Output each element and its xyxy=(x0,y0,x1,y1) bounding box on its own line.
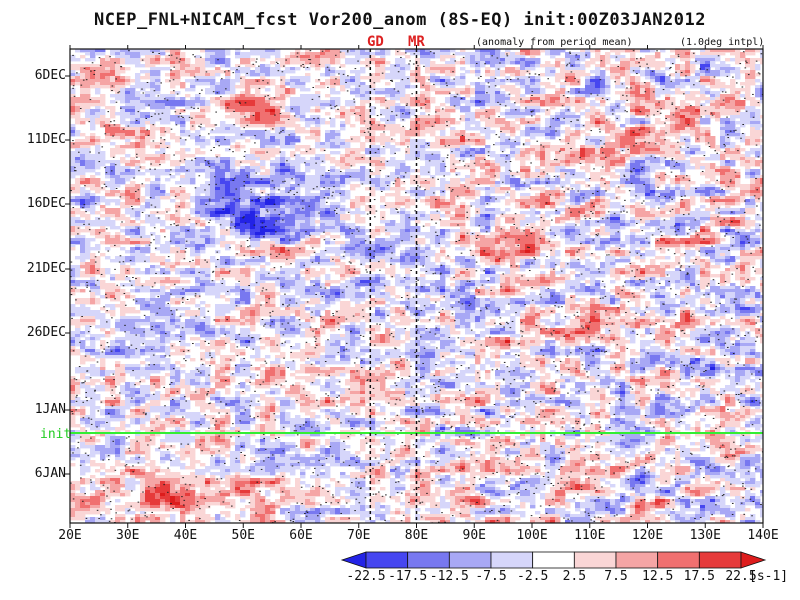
x-tick-label: 110E xyxy=(574,528,606,543)
x-tick-label: 100E xyxy=(516,528,548,543)
colorbar-box xyxy=(615,551,659,569)
x-tick-label: 140E xyxy=(747,528,779,543)
colorbar-level-label: -22.5 xyxy=(346,569,386,584)
marker-gd: GD xyxy=(367,34,384,50)
colorbar-box xyxy=(657,551,700,569)
colorbar-unit: [s-1] xyxy=(749,569,789,584)
colorbar-level-label: -2.5 xyxy=(517,569,549,584)
x-tick-label: 30E xyxy=(116,528,140,543)
colorbar-level-label: 17.5 xyxy=(683,569,715,584)
colorbar-box xyxy=(532,551,575,569)
interp-note: (1.0deg intpl) xyxy=(680,37,765,48)
chart-title: NCEP_FNL+NICAM_fcst Vor200_anom (8S-EQ) … xyxy=(94,10,706,30)
y-tick-label: 11DEC xyxy=(26,132,66,147)
x-tick-label: 70E xyxy=(347,528,371,543)
marker-mr: MR xyxy=(408,34,425,50)
colorbar-arrow-high xyxy=(740,551,767,569)
x-tick-label: 80E xyxy=(404,528,429,543)
colorbar xyxy=(340,551,767,569)
colorbar-level-label: -17.5 xyxy=(388,569,428,584)
x-tick-label: 60E xyxy=(289,528,313,543)
colorbar-level-label: 2.5 xyxy=(562,569,587,584)
y-tick-label: 6DEC xyxy=(34,68,66,83)
colorbar-level-label: 22.5 xyxy=(725,569,757,584)
anomaly-note: (anomaly from period mean) xyxy=(476,37,633,48)
colorbar-level-label: -12.5 xyxy=(429,569,469,584)
colorbar-box xyxy=(365,551,409,569)
init-label: init xyxy=(40,427,72,442)
colorbar-level-label: -7.5 xyxy=(475,569,507,584)
colorbar-level-label: 12.5 xyxy=(642,569,674,584)
x-tick-label: 90E xyxy=(462,528,486,543)
colorbar-arrow-low xyxy=(340,551,367,569)
colorbar-box xyxy=(407,551,450,569)
y-tick-label: 6JAN xyxy=(34,466,66,481)
vorticity-anomaly-field xyxy=(70,49,763,523)
x-tick-label: 40E xyxy=(173,528,198,543)
x-tick-label: 130E xyxy=(689,528,721,543)
x-tick-label: 20E xyxy=(58,528,82,543)
y-tick-label: 21DEC xyxy=(26,261,66,276)
y-tick-label: 26DEC xyxy=(26,325,66,340)
colorbar-box xyxy=(698,551,742,569)
y-tick-label: 16DEC xyxy=(26,196,66,211)
colorbar-box xyxy=(448,551,492,569)
colorbar-box xyxy=(573,551,617,569)
x-tick-label: 120E xyxy=(631,528,664,543)
y-tick-label: 1JAN xyxy=(34,402,66,417)
colorbar-box xyxy=(490,551,534,569)
x-tick-label: 50E xyxy=(231,528,255,543)
colorbar-level-label: 7.5 xyxy=(604,569,628,584)
